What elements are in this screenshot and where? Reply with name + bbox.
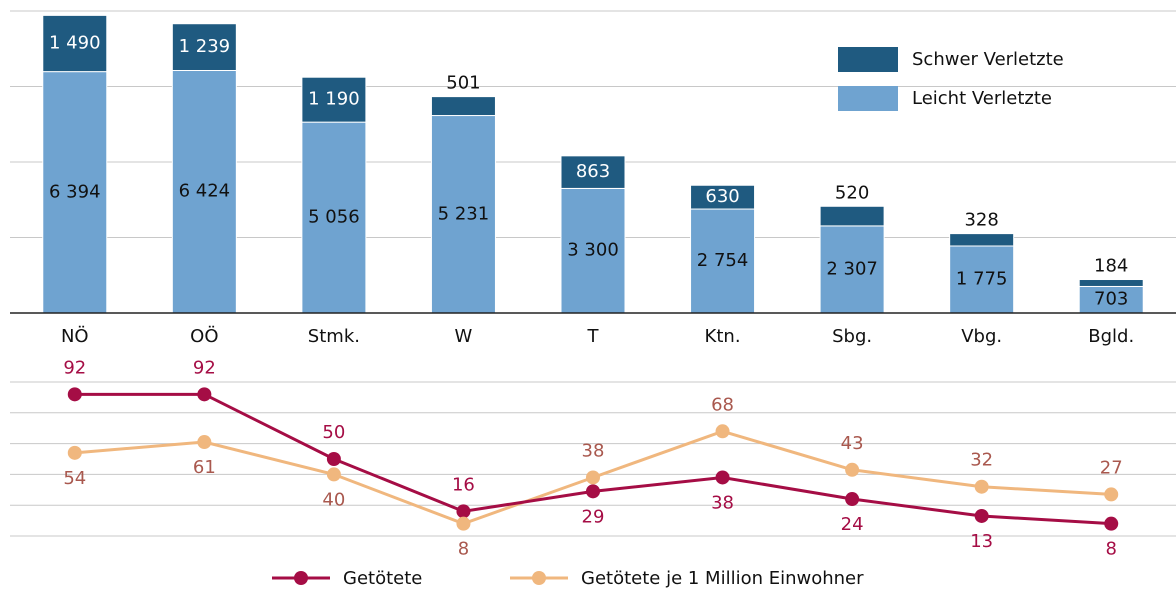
value-label: 5 056 [308,207,360,228]
point [974,508,989,523]
x-tick-label: Sbg. [832,326,872,347]
value-label: 54 [63,468,86,489]
value-label: 184 [1094,256,1128,277]
x-tick-label: T [587,326,600,347]
value-label: 1 490 [49,33,101,54]
value-label: 8 [1105,539,1116,560]
value-label: 50 [322,422,345,443]
x-tick-label: Ktn. [705,326,741,347]
value-label: 13 [970,531,993,552]
value-label: 520 [835,182,869,203]
value-label: 328 [964,210,998,231]
legend-label: Leicht Verletzte [912,88,1052,109]
value-label: 1 239 [179,36,231,57]
value-label: 8 [458,539,469,560]
point [197,387,212,402]
point [845,492,860,507]
legend-label: Getötete [343,568,422,589]
point [197,435,212,450]
point [326,452,341,466]
bar-segment [171,23,237,71]
value-label: 703 [1094,289,1128,310]
x-tick-label: NÖ [61,325,89,347]
value-label: 68 [711,394,734,415]
value-label: 6 424 [179,181,231,202]
x-tick-label: Vbg. [961,326,1002,347]
bar-segment [690,184,756,210]
value-label: 40 [322,489,345,510]
value-label: 29 [582,506,605,527]
point [67,387,82,402]
value-label: 6 394 [49,181,101,202]
value-label: 61 [193,457,216,478]
value-label: 3 300 [567,240,619,261]
point [715,470,730,485]
bar-segment [1078,285,1144,314]
value-label: 501 [446,73,480,94]
value-label: 24 [841,514,864,535]
point [456,504,471,519]
bar-segment [819,205,885,227]
bar-segment [949,233,1015,247]
value-label: 32 [970,450,993,471]
point [845,462,860,477]
point [67,445,82,460]
x-tick-label: OÖ [190,325,218,347]
value-label: 38 [711,492,734,513]
point [586,470,600,485]
x-tick-label: Stmk. [308,326,360,347]
bar-segment [1078,279,1144,287]
point [1104,487,1119,502]
value-label: 16 [452,474,475,495]
bar-segment [949,245,1015,314]
legend-swatch [838,47,898,72]
value-label: 2 754 [697,250,749,271]
value-label: 1 190 [308,89,360,110]
legend-swatch [838,86,898,111]
point [1104,516,1119,531]
x-tick-label: W [455,326,473,347]
point [326,467,341,482]
bar-segment [819,225,885,314]
point [974,479,989,494]
point [456,516,471,531]
x-tick-label: Bgld. [1088,326,1134,347]
point [586,484,600,499]
value-label: 2 307 [826,258,878,279]
bar-segment [560,155,626,189]
bar-segment [430,96,496,117]
value-label: 43 [841,433,864,454]
bar-segment [42,71,108,314]
value-label: 27 [1100,457,1123,478]
legend-label: Getötete je 1 Million Einwohner [581,568,864,589]
legend-marker [294,571,308,585]
legend-marker [532,571,546,585]
value-label: 92 [63,357,86,378]
value-label: 5 231 [438,203,490,224]
bar-segment [42,14,108,73]
value-label: 92 [193,357,216,378]
value-label: 1 775 [956,268,1008,289]
bar-segment [301,76,367,123]
value-label: 863 [576,161,610,182]
value-label: 38 [582,440,605,461]
value-label: 630 [705,186,739,207]
point [715,424,730,439]
legend-label: Schwer Verletzte [912,49,1064,70]
